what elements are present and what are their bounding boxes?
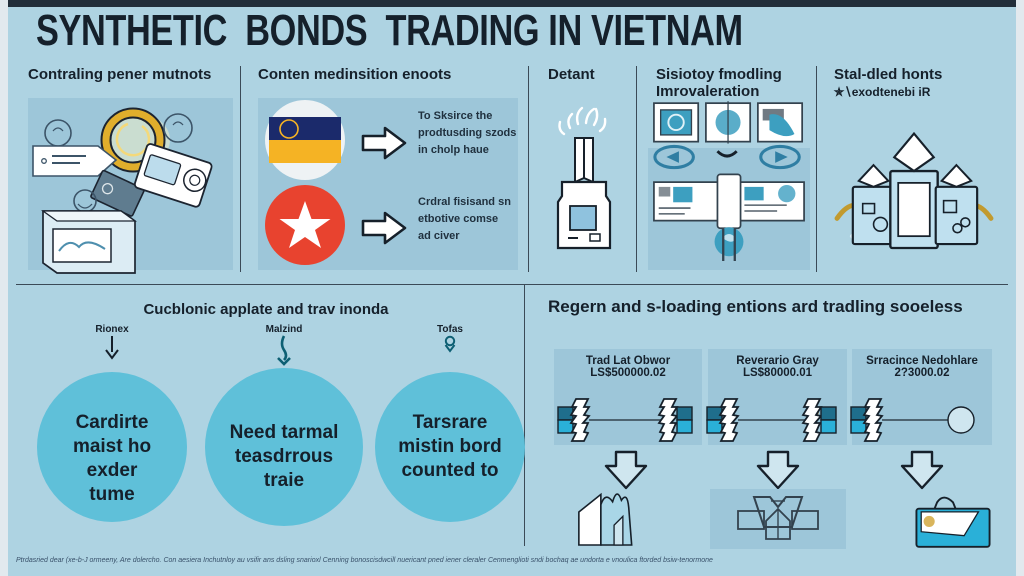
svg-text:Malzind: Malzind [266,324,303,335]
svg-text:exder: exder [87,460,138,481]
svg-text:teasdrrous: teasdrrous [235,446,333,467]
svg-text:tume: tume [89,484,134,505]
svg-text:maist ho: maist ho [73,436,151,457]
svg-text:Tofas: Tofas [437,324,463,335]
svg-text:ad civer: ad civer [418,230,460,242]
svg-text:Rionex: Rionex [95,324,129,335]
svg-text:in cholp haue: in cholp haue [418,144,489,156]
svg-text:traie: traie [264,470,304,491]
svg-text:counted to: counted to [401,460,498,481]
svg-text:Need tarmal: Need tarmal [230,422,339,443]
svg-text:To Sksirce the: To Sksirce the [418,110,492,122]
svg-text:mistin bord: mistin bord [398,436,501,457]
svg-text:prodtusding szods: prodtusding szods [418,127,516,139]
svg-text:Cardirte: Cardirte [76,412,149,433]
svg-text:Tarsrare: Tarsrare [413,412,488,433]
svg-text:Crdral fisisand sn: Crdral fisisand sn [418,196,511,208]
svg-text:etbotive comse: etbotive comse [418,213,498,225]
